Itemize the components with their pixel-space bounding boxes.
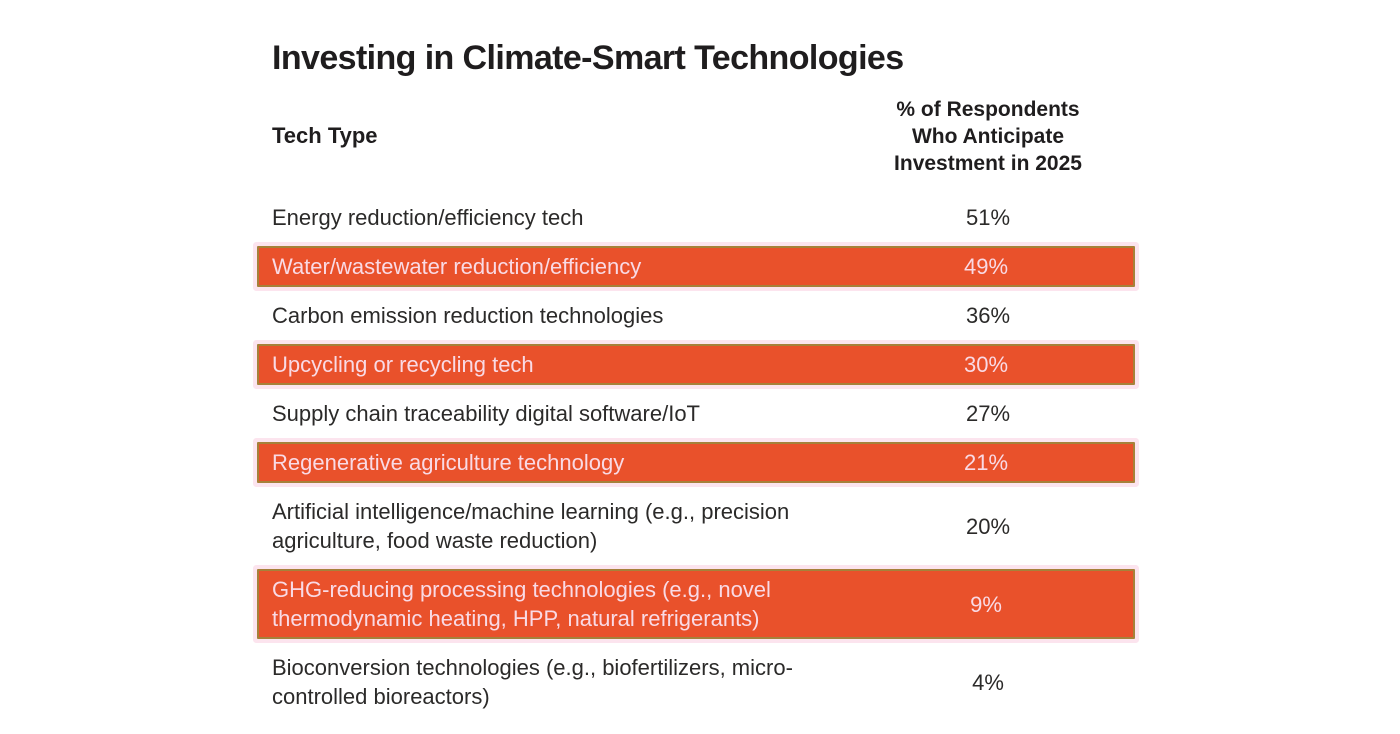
column-header-percent: % of Respondents Who Anticipate Investme…	[894, 97, 1082, 175]
percent-cell: 51%	[965, 205, 1011, 230]
tech-type-cell: Carbon emission reduction technologies	[272, 303, 664, 328]
percent-cell: 4%	[972, 669, 1004, 695]
percent-cell: 20%	[965, 513, 1011, 539]
table-row: Regenerative agriculture technology 21%	[257, 442, 1135, 483]
table-row: Carbon emission reduction technologies 3…	[257, 293, 1135, 338]
tech-type-cell: GHG-reducing processing technologies (e.…	[272, 577, 771, 631]
table-row: Energy reduction/efficiency tech 51%	[257, 195, 1135, 240]
tech-type-cell: Regenerative agriculture technology	[272, 450, 625, 475]
table-row: Upcycling or recycling tech 30%	[257, 344, 1135, 385]
percent-cell: 21%	[963, 450, 1009, 475]
table-header-row: Tech Type % of Respondents Who Anticipat…	[257, 93, 1135, 179]
table-row: GHG-reducing processing technologies (e.…	[257, 569, 1135, 639]
table-row: Supply chain traceability digital softwa…	[257, 391, 1135, 436]
percent-cell: 27%	[965, 401, 1011, 426]
tech-type-cell: Bioconversion technologies (e.g., biofer…	[272, 655, 793, 709]
tech-type-cell: Supply chain traceability digital softwa…	[272, 401, 700, 426]
page-title: Investing in Climate-Smart Technologies	[272, 39, 904, 77]
table-row: Bioconversion technologies (e.g., biofer…	[257, 645, 1135, 719]
percent-cell: 36%	[965, 303, 1011, 328]
tech-type-cell: Upcycling or recycling tech	[272, 352, 534, 377]
percent-cell: 30%	[963, 352, 1009, 377]
percent-cell: 9%	[970, 591, 1002, 617]
climate-tech-table: Investing in Climate-Smart Technologies …	[257, 38, 1135, 719]
tech-type-cell: Water/wastewater reduction/efficiency	[272, 254, 642, 279]
tech-type-cell: Artificial intelligence/machine learning…	[272, 499, 790, 553]
table-row: Water/wastewater reduction/efficiency 49…	[257, 246, 1135, 287]
table-body: Energy reduction/efficiency tech 51% Wat…	[257, 195, 1135, 719]
table-row: Artificial intelligence/machine learning…	[257, 489, 1135, 563]
tech-type-cell: Energy reduction/efficiency tech	[272, 205, 584, 230]
percent-cell: 49%	[963, 254, 1009, 279]
column-header-tech-type: Tech Type	[272, 123, 378, 148]
